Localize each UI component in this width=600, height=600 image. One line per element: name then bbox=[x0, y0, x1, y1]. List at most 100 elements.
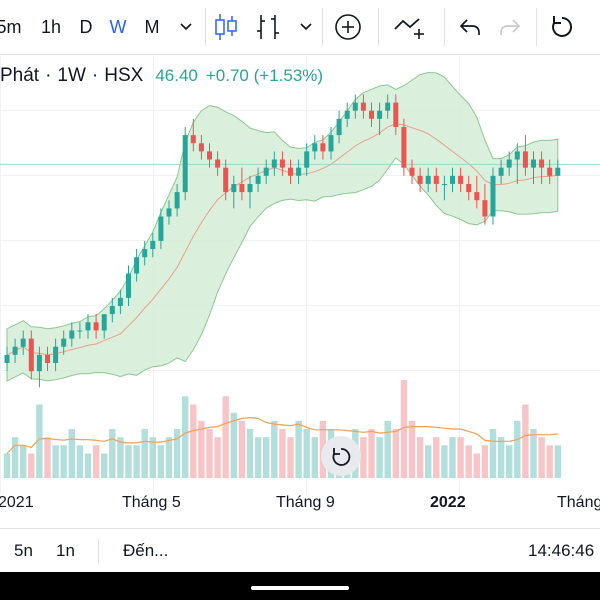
candle-body bbox=[142, 249, 148, 258]
volume-bar bbox=[489, 429, 497, 478]
candle-body bbox=[547, 167, 553, 176]
bollinger-band bbox=[6, 71, 559, 382]
reload-icon[interactable] bbox=[548, 0, 576, 54]
candle-body bbox=[134, 257, 140, 274]
volume-bar bbox=[311, 437, 318, 478]
candle-body bbox=[377, 110, 383, 119]
price-chart[interactable] bbox=[0, 56, 600, 494]
candle-body bbox=[12, 346, 18, 355]
volume-bar bbox=[52, 445, 59, 478]
candle-body bbox=[312, 143, 318, 152]
interval-m[interactable]: M bbox=[144, 16, 160, 37]
bottombar-divider bbox=[98, 539, 99, 563]
candle-body bbox=[482, 200, 488, 217]
volume-bar bbox=[514, 420, 521, 478]
candle-body bbox=[36, 354, 42, 372]
clock: 14:46:46 bbox=[528, 541, 595, 560]
candle-body bbox=[514, 151, 520, 160]
add-plus-circle-icon[interactable] bbox=[332, 0, 364, 54]
volume-bar bbox=[497, 437, 505, 478]
candle-body bbox=[360, 102, 366, 111]
volume-bar bbox=[416, 437, 424, 478]
legend-exchange: HSX bbox=[104, 65, 144, 86]
legend-price: 46.40 bbox=[155, 66, 198, 85]
volume-bars bbox=[3, 380, 561, 478]
volume-bar bbox=[36, 404, 43, 478]
volume-bar bbox=[449, 437, 456, 478]
candle-body bbox=[450, 175, 455, 184]
interval-dropdown-chevron-down-icon[interactable] bbox=[176, 0, 196, 54]
volume-bar bbox=[392, 429, 399, 478]
x-axis-label: Tháng 5 bbox=[122, 494, 181, 511]
interval-5m[interactable]: 5m bbox=[0, 16, 22, 37]
indicators-icon[interactable] bbox=[254, 0, 284, 54]
volume-bar bbox=[214, 437, 221, 478]
candle-body bbox=[393, 102, 399, 127]
volume-moving-average-line bbox=[6, 416, 558, 454]
volume-bar bbox=[384, 420, 391, 478]
volume-bar bbox=[263, 437, 270, 478]
candle-body bbox=[69, 330, 75, 339]
range-1y-button[interactable]: 1n bbox=[56, 541, 75, 560]
volume-bar bbox=[425, 445, 432, 478]
candle-body bbox=[522, 151, 528, 168]
volume-bar bbox=[149, 437, 156, 478]
candle-body bbox=[190, 135, 196, 144]
candle-body bbox=[247, 184, 253, 193]
volume-bar bbox=[408, 420, 416, 478]
candle-body bbox=[385, 102, 391, 111]
candle-body bbox=[539, 159, 545, 168]
home-gesture-pill[interactable] bbox=[251, 586, 349, 590]
x-axis: 2021 Tháng 5 Tháng 9 2022 Tháng bbox=[0, 494, 600, 520]
candle-body bbox=[328, 135, 334, 152]
reset-chart-button[interactable] bbox=[321, 436, 361, 476]
reset-icon bbox=[332, 448, 351, 466]
volume-bar bbox=[465, 445, 472, 478]
candle-body bbox=[45, 354, 50, 363]
candle-body bbox=[531, 159, 536, 168]
volume-bar bbox=[109, 429, 116, 478]
candle-body bbox=[336, 118, 342, 136]
candle-body bbox=[369, 110, 374, 119]
x-axis-label: 2021 bbox=[0, 494, 34, 511]
candle-body bbox=[4, 354, 10, 363]
volume-bar bbox=[190, 404, 197, 478]
candle-body bbox=[239, 184, 245, 193]
volume-bar bbox=[141, 429, 148, 478]
candle-body bbox=[93, 322, 99, 331]
legend-separator: · bbox=[91, 65, 99, 86]
interval-d[interactable]: D bbox=[79, 16, 93, 37]
candle-body bbox=[474, 192, 480, 201]
volume-bar bbox=[60, 445, 67, 478]
drawing-tools-icon[interactable] bbox=[392, 0, 428, 54]
indicators-dropdown-chevron-down-icon[interactable] bbox=[296, 0, 316, 54]
candles bbox=[4, 94, 561, 388]
toolbar-divider bbox=[378, 8, 379, 46]
candle-body bbox=[223, 167, 229, 193]
x-axis-label: 2022 bbox=[430, 494, 466, 511]
range-5y-button[interactable]: 5n bbox=[14, 541, 33, 560]
volume-bar bbox=[92, 445, 100, 478]
bottom-toolbar: 5n 1n Đến... 14:46:46 bbox=[0, 528, 600, 573]
goto-date-button[interactable]: Đến... bbox=[123, 541, 169, 560]
volume-bar bbox=[238, 420, 246, 478]
candle-body bbox=[271, 159, 277, 168]
interval-1h[interactable]: 1h bbox=[40, 16, 62, 37]
volume-bar bbox=[3, 453, 11, 478]
volume-bar bbox=[481, 445, 489, 478]
system-navigation-bar bbox=[0, 572, 600, 600]
volume-bar bbox=[457, 437, 464, 478]
symbol-legend[interactable]: Phát · 1W · HSX 46.40 +0.70 (+1.53%) bbox=[0, 62, 323, 90]
candle-body bbox=[506, 159, 512, 168]
volume-bar bbox=[230, 412, 237, 478]
candle-body bbox=[344, 110, 350, 119]
undo-icon[interactable] bbox=[456, 0, 484, 54]
symbol-name: Phát bbox=[0, 65, 40, 86]
candles-chart-type-icon[interactable] bbox=[212, 0, 240, 54]
volume-bar bbox=[295, 420, 302, 478]
volume-bar bbox=[117, 437, 124, 478]
interval-w[interactable]: W bbox=[109, 16, 127, 37]
candle-body bbox=[409, 167, 415, 176]
volume-bar bbox=[554, 445, 561, 478]
redo-icon[interactable] bbox=[496, 0, 524, 54]
